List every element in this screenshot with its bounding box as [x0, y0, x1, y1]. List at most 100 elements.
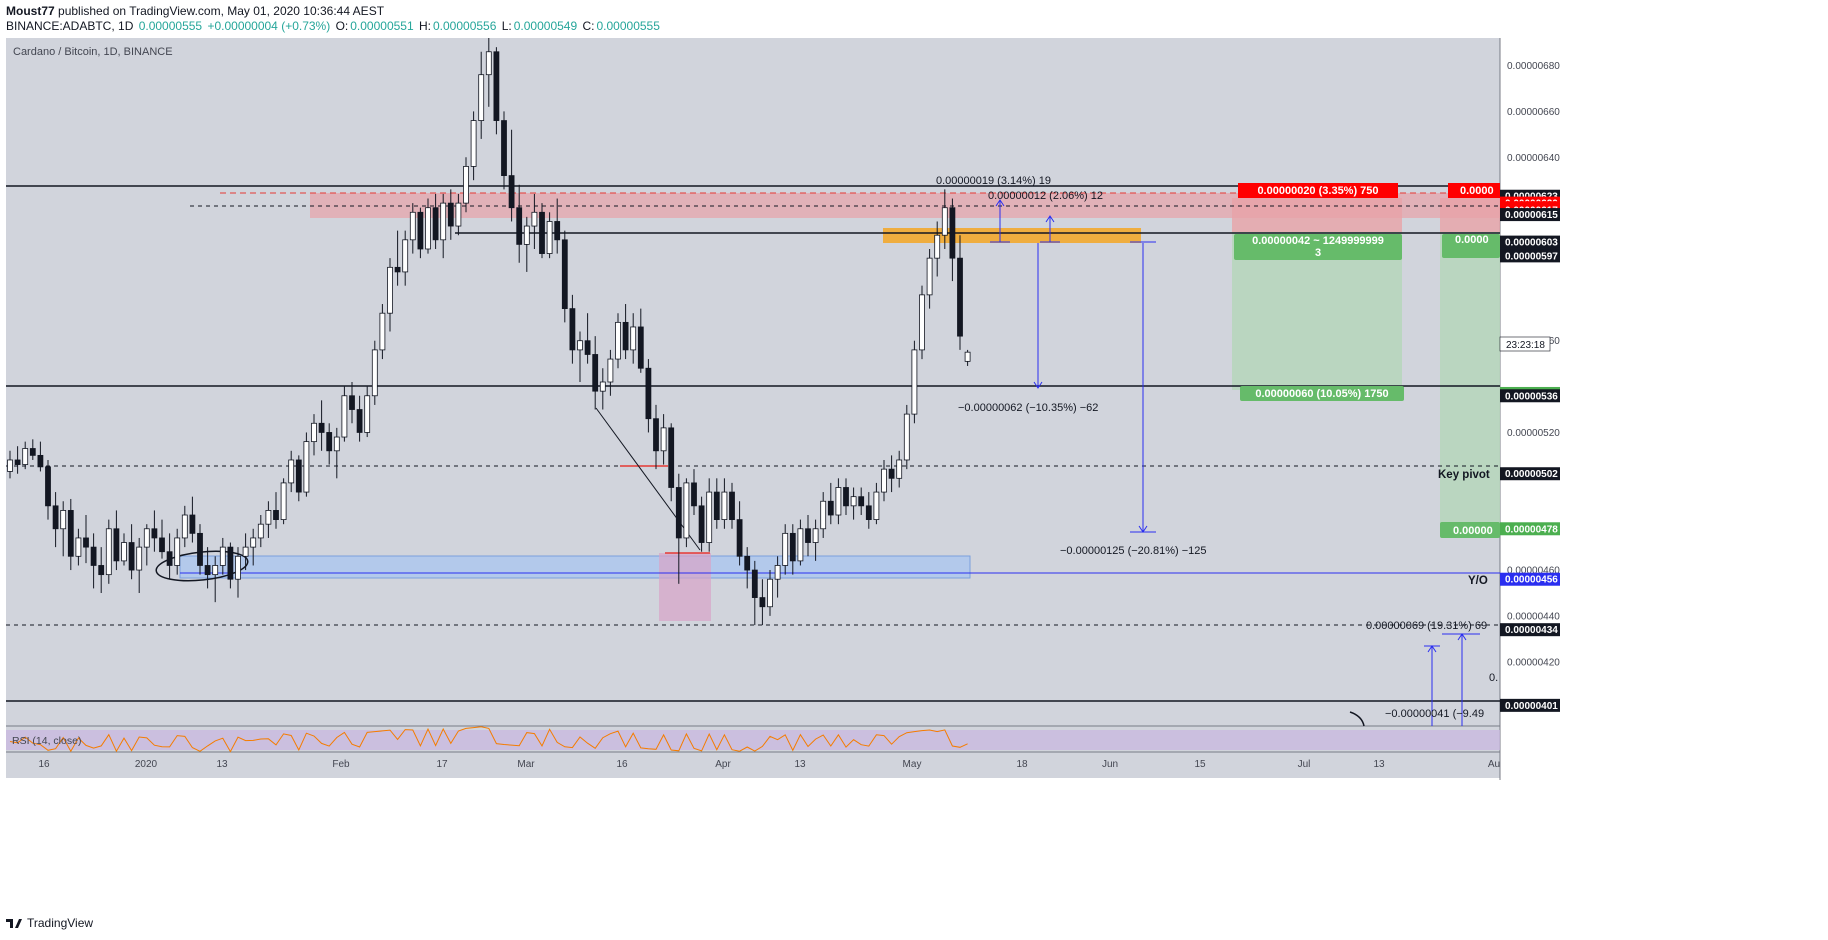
- candle-body: [151, 528, 158, 539]
- candle-body: [523, 225, 530, 245]
- candle-body: [584, 340, 591, 355]
- candle: [75, 528, 82, 566]
- candle-body: [713, 491, 720, 520]
- candle-body: [683, 482, 690, 539]
- candle: [402, 230, 409, 286]
- candle: [843, 478, 849, 516]
- candle: [60, 501, 67, 557]
- candle: [356, 395, 363, 442]
- candle-body: [675, 487, 682, 539]
- price-tick: 0.00000520: [1507, 428, 1560, 439]
- candle: [394, 230, 401, 286]
- candle: [653, 404, 659, 470]
- candle: [151, 510, 158, 552]
- candle: [128, 524, 135, 580]
- candle-body: [721, 491, 728, 520]
- price-label: 0.00000401: [1505, 701, 1558, 712]
- candle-body: [318, 422, 325, 433]
- price-tick: 0.00000420: [1507, 657, 1560, 668]
- candle-body: [531, 211, 538, 227]
- candle: [219, 537, 226, 575]
- price-label: 0.00000603: [1505, 238, 1558, 249]
- time-tick: 18: [1016, 759, 1028, 770]
- candle: [326, 423, 333, 465]
- time-tick: 15: [1194, 759, 1206, 770]
- candle-body: [273, 510, 279, 520]
- price-label-box: [1500, 698, 1560, 712]
- candle-body: [919, 294, 925, 351]
- time-tick: 2020: [135, 759, 158, 770]
- candle: [432, 193, 439, 249]
- price-label-box: [1500, 235, 1560, 249]
- arrow-up-2-head: [1045, 215, 1055, 223]
- candle: [174, 528, 181, 575]
- candle-body: [957, 257, 963, 337]
- candle: [143, 524, 150, 566]
- candle: [37, 441, 44, 472]
- candle: [364, 386, 371, 438]
- candle: [67, 498, 74, 571]
- candle-body: [850, 496, 857, 507]
- candle-body: [265, 510, 272, 525]
- candle-body: [90, 546, 97, 566]
- candle: [751, 560, 758, 626]
- candle-body: [143, 528, 150, 548]
- price-label-box: [1500, 522, 1560, 536]
- time-axis[interactable]: 16 2020 13 Feb 17 Mar 16 Apr 13 May 18 Jun 15 Jul 13 Au: [38, 759, 1500, 770]
- candle: [121, 533, 127, 566]
- candle-body: [744, 555, 751, 571]
- candle-body: [394, 266, 401, 273]
- candle-body: [98, 565, 105, 576]
- candle: [478, 51, 485, 139]
- candle-body: [37, 454, 44, 468]
- candle: [52, 492, 59, 548]
- candle-body: [60, 510, 67, 530]
- price-axis[interactable]: 0.000006800.000006600.000006400.00000560…: [1500, 61, 1560, 712]
- candle-body: [896, 459, 903, 479]
- right-green-box: [1442, 234, 1500, 258]
- time-tick: 13: [1373, 759, 1385, 770]
- stop-label-box-2: [1448, 183, 1500, 198]
- price-label-box: [1500, 572, 1560, 586]
- candle-body: [257, 523, 264, 539]
- candle-body: [592, 354, 599, 392]
- candle: [257, 515, 264, 548]
- stop-label-cut: 0.0000: [1460, 185, 1494, 197]
- candle-body: [159, 537, 165, 553]
- measure-down-2: −0.00000125 (−20.81%) −125: [1060, 545, 1207, 557]
- candle-body: [865, 505, 872, 520]
- footer: TradingView: [6, 916, 93, 930]
- candle-body: [280, 482, 287, 521]
- candles: [7, 38, 971, 626]
- candle: [668, 423, 675, 502]
- header: Moust77 published on TradingView.com, Ma…: [6, 4, 662, 34]
- candle: [212, 556, 219, 603]
- candle-body: [554, 221, 561, 241]
- price-label-box: [1500, 249, 1560, 263]
- time-tick: 16: [38, 759, 50, 770]
- candle-body: [288, 459, 295, 484]
- candle: [759, 579, 766, 626]
- candle-body: [630, 326, 637, 351]
- candle-body: [212, 565, 219, 576]
- yo-label: Y/O: [1468, 575, 1488, 587]
- measure-up-3: 0.00000069 (19.31%) 69: [1366, 620, 1487, 632]
- candle: [235, 547, 241, 598]
- candle: [561, 230, 568, 323]
- time-tick: 13: [794, 759, 806, 770]
- ohlc-line: BINANCE:ADABTC, 1D 0.00000555 +0.0000000…: [6, 19, 662, 34]
- candle-body: [52, 505, 59, 530]
- price-label-box: [1500, 208, 1560, 222]
- candle-body: [303, 441, 310, 493]
- candle: [45, 459, 51, 520]
- key-pivot-label: Key pivot: [1438, 469, 1490, 481]
- candle: [417, 207, 424, 259]
- author[interactable]: Moust77: [6, 4, 55, 18]
- candle-body: [516, 207, 523, 245]
- c-value: 0.00000555: [596, 19, 660, 33]
- candle-body: [22, 448, 29, 465]
- candle: [447, 189, 454, 240]
- candle-body: [432, 207, 439, 241]
- candle: [858, 487, 865, 516]
